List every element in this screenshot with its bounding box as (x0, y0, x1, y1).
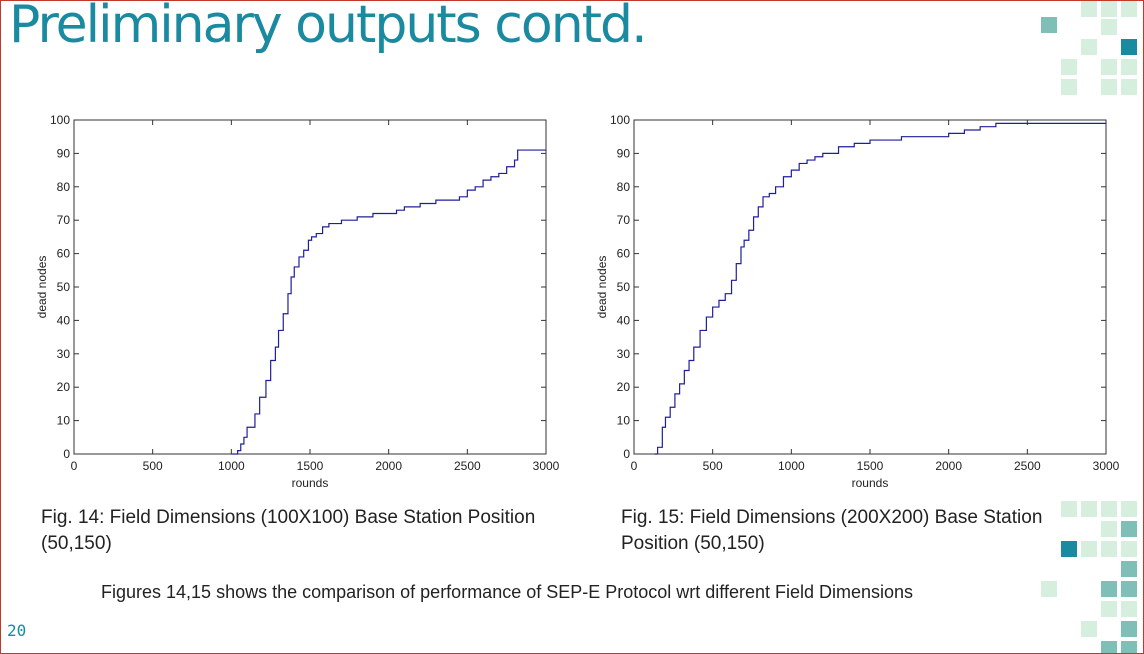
y-tick-label: 60 (617, 247, 631, 261)
decorative-square (1121, 59, 1137, 75)
y-tick-label: 70 (617, 213, 631, 227)
summary-text: Figures 14,15 shows the comparison of pe… (101, 582, 914, 602)
y-tick-label: 50 (617, 280, 631, 294)
decorative-square (1041, 17, 1057, 33)
figure-14-chart: 0 500 1000 1500 2000 2500 3000 0 10 20 30 40 50 60 70 8… (35, 113, 560, 490)
slide-number: 20 (7, 621, 27, 640)
y-tick-label: 90 (617, 146, 631, 160)
decorative-square (1101, 59, 1117, 75)
x-axis-label: rounds (852, 476, 889, 490)
decorative-square (1121, 561, 1137, 577)
decorative-square (1121, 581, 1137, 597)
x-tick-label: 3000 (1093, 459, 1120, 473)
x-tick-label: 0 (631, 459, 638, 473)
decorative-square (1081, 541, 1097, 557)
x-tick-label: 3000 (533, 459, 560, 473)
plot-area (73, 119, 547, 455)
decorative-square (1101, 501, 1117, 517)
y-tick-label: 20 (57, 380, 71, 394)
decorative-square (1061, 501, 1077, 517)
x-tick-label: 1500 (297, 459, 324, 473)
figure-15-chart: 0 500 1000 1500 2000 2500 3000 0 10 20 30 40 50 60 70 8… (595, 113, 1120, 490)
y-axis-label: dead nodes (595, 256, 609, 319)
y-tick-label: 60 (57, 247, 71, 261)
y-tick-label: 30 (617, 347, 631, 361)
decorative-square (1101, 79, 1117, 95)
y-tick-label: 90 (57, 146, 71, 160)
y-tick-label: 20 (617, 380, 631, 394)
decorative-square (1081, 501, 1097, 517)
y-tick-label: 10 (57, 414, 71, 428)
decorative-square (1101, 641, 1117, 653)
x-tick-label: 1500 (857, 459, 884, 473)
decorative-square (1121, 621, 1137, 637)
decorative-square (1101, 601, 1117, 617)
decorative-square (1121, 641, 1137, 653)
decorative-square (1061, 541, 1077, 557)
y-tick-label: 30 (57, 347, 71, 361)
decorative-square (1061, 79, 1077, 95)
decorative-square (1081, 1, 1097, 17)
y-tick-label: 10 (617, 414, 631, 428)
y-tick-label: 0 (623, 447, 630, 461)
x-axis-label: rounds (292, 476, 329, 490)
decorative-square (1101, 581, 1117, 597)
decorative-square (1121, 521, 1137, 537)
y-tick-label: 0 (63, 447, 70, 461)
decorative-squares (1041, 1, 1137, 653)
decorative-square (1101, 541, 1117, 557)
slide-title: Preliminary outputs contd. (9, 0, 648, 55)
y-tick-label: 70 (57, 213, 71, 227)
series-line (231, 149, 546, 455)
y-axis-label: dead nodes (35, 256, 49, 319)
decorative-square (1121, 541, 1137, 557)
y-tick-label: 100 (50, 113, 70, 127)
y-tick-label: 100 (610, 113, 630, 127)
x-tick-label: 1000 (778, 459, 805, 473)
decorative-square (1121, 79, 1137, 95)
figure-14-caption: Fig. 14: Field Dimensions (100X100) Base… (41, 507, 536, 554)
decorative-square (1101, 521, 1117, 537)
y-tick-label: 40 (57, 313, 71, 327)
series-line (654, 122, 1106, 455)
y-tick-label: 40 (617, 313, 631, 327)
x-tick-label: 2500 (1014, 459, 1041, 473)
x-tick-label: 2000 (935, 459, 962, 473)
x-tick-label: 2000 (375, 459, 402, 473)
decorative-square (1101, 1, 1117, 17)
decorative-square (1081, 39, 1097, 55)
figure-15-caption: Fig. 15: Field Dimensions (200X200) Base… (621, 507, 1043, 554)
decorative-square (1081, 621, 1097, 637)
x-tick-label: 500 (143, 459, 163, 473)
x-tick-label: 500 (703, 459, 723, 473)
decorative-square (1121, 39, 1137, 55)
y-tick-label: 80 (617, 180, 631, 194)
y-tick-label: 80 (57, 180, 71, 194)
x-tick-label: 0 (71, 459, 78, 473)
decorative-square (1121, 1, 1137, 17)
decorative-square (1121, 501, 1137, 517)
y-tick-label: 50 (57, 280, 71, 294)
x-tick-label: 2500 (454, 459, 481, 473)
x-tick-label: 1000 (218, 459, 245, 473)
decorative-square (1061, 59, 1077, 75)
decorative-square (1041, 581, 1057, 597)
decorative-square (1121, 601, 1137, 617)
decorative-square (1101, 19, 1117, 35)
plot-area (633, 119, 1107, 455)
